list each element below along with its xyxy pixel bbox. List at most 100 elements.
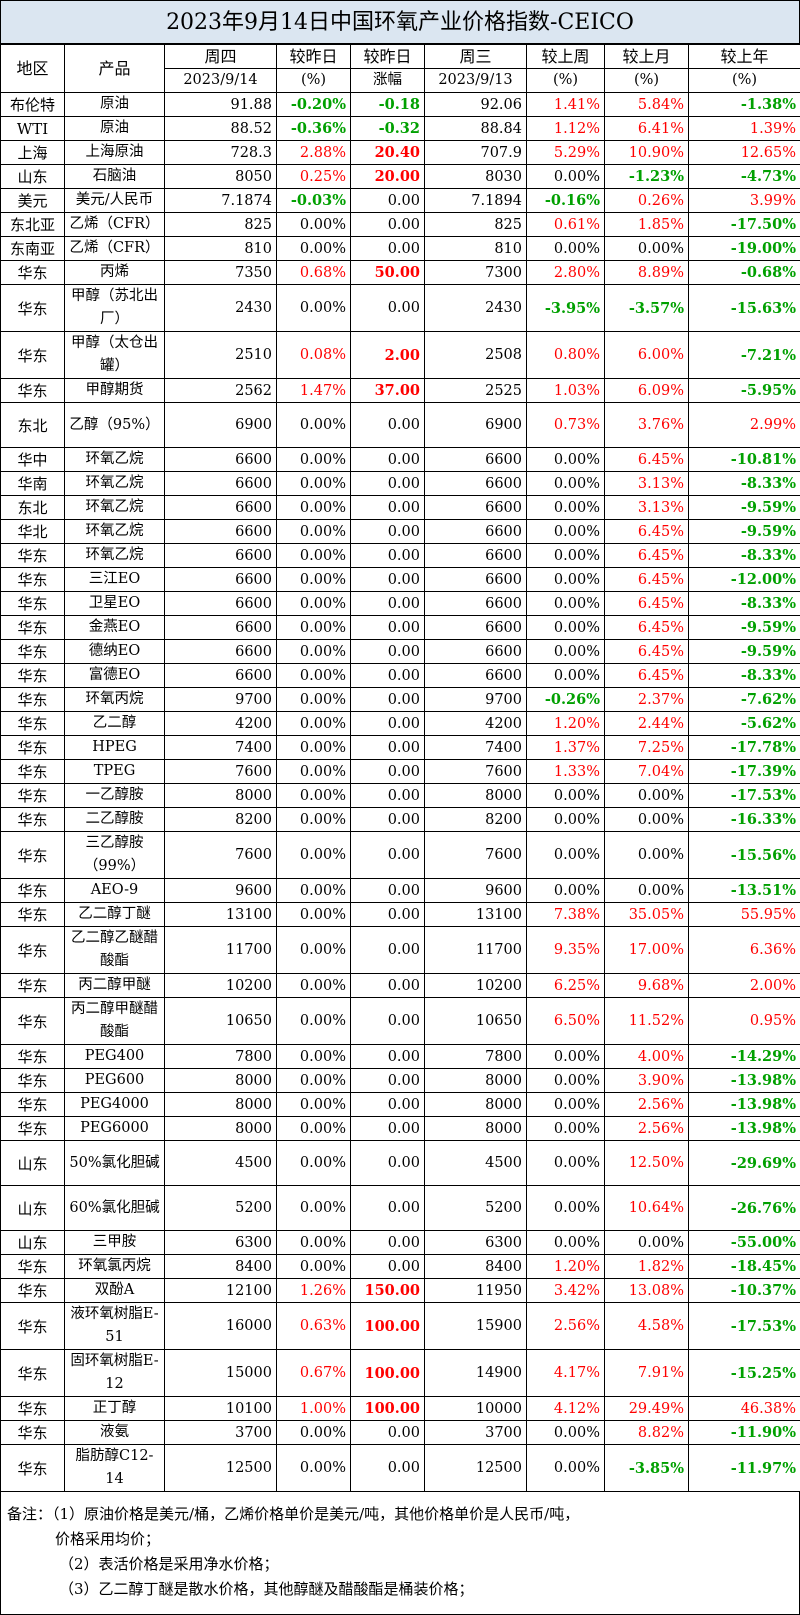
monthly-pct-cell: -1.23%	[605, 165, 689, 189]
monthly-pct-cell: 6.00%	[605, 332, 689, 379]
region-cell: 华东	[1, 544, 65, 568]
wednesday-price-cell: 2525	[425, 379, 527, 403]
daily-pct-cell: 0.25%	[277, 165, 351, 189]
wednesday-price-cell: 6600	[425, 472, 527, 496]
wednesday-price-cell: 825	[425, 213, 527, 237]
thursday-price-cell: 6600	[165, 496, 277, 520]
yearly-pct-cell: -8.33%	[689, 664, 800, 688]
monthly-pct-cell: 29.49%	[605, 1397, 689, 1421]
daily-pct-cell: 0.00%	[277, 927, 351, 974]
daily-amt-cell: 100.00	[351, 1350, 425, 1397]
region-cell: 华东	[1, 1255, 65, 1279]
region-cell: 华东	[1, 784, 65, 808]
daily-pct-cell: 0.00%	[277, 808, 351, 832]
monthly-pct-cell: 35.05%	[605, 903, 689, 927]
product-cell: 美元/人民币	[65, 189, 165, 213]
product-cell: 丙二醇甲醚	[65, 974, 165, 998]
product-cell: 环氧丙烷	[65, 688, 165, 712]
weekly-pct-cell: 0.00%	[527, 1045, 605, 1069]
yearly-pct-cell: -13.98%	[689, 1093, 800, 1117]
product-cell: 上海原油	[65, 141, 165, 165]
product-cell: 石脑油	[65, 165, 165, 189]
daily-pct-cell: 1.26%	[277, 1279, 351, 1303]
daily-amt-cell: 0.00	[351, 832, 425, 879]
monthly-pct-cell: 13.08%	[605, 1279, 689, 1303]
monthly-pct-cell: 6.45%	[605, 520, 689, 544]
wednesday-price-cell: 7800	[425, 1045, 527, 1069]
daily-amt-cell: 0.00	[351, 285, 425, 332]
region-cell: 华东	[1, 1117, 65, 1141]
weekly-pct-cell: 0.00%	[527, 496, 605, 520]
thursday-price-cell: 6600	[165, 592, 277, 616]
yearly-pct-cell: 46.38%	[689, 1397, 800, 1421]
daily-pct-cell: 0.00%	[277, 472, 351, 496]
monthly-pct-cell: 8.82%	[605, 1421, 689, 1445]
weekly-pct-cell: 0.00%	[527, 472, 605, 496]
daily-amt-cell: 0.00	[351, 403, 425, 448]
weekly-pct-cell: 6.50%	[527, 998, 605, 1045]
daily-amt-cell: 0.00	[351, 1093, 425, 1117]
wednesday-price-cell: 4200	[425, 712, 527, 736]
region-cell: 华东	[1, 808, 65, 832]
header-yearly-unit: (%)	[689, 69, 800, 93]
product-cell: 卫星EO	[65, 592, 165, 616]
yearly-pct-cell: -15.63%	[689, 285, 800, 332]
wednesday-price-cell: 810	[425, 237, 527, 261]
daily-amt-cell: 0.00	[351, 1045, 425, 1069]
weekly-pct-cell: 2.56%	[527, 1303, 605, 1350]
header-wednesday-date: 2023/9/13	[425, 69, 527, 93]
wednesday-price-cell: 10000	[425, 1397, 527, 1421]
weekly-pct-cell: 0.00%	[527, 784, 605, 808]
weekly-pct-cell: 0.00%	[527, 664, 605, 688]
product-cell: 甲醇（苏北出厂）	[65, 285, 165, 332]
daily-pct-cell: 0.00%	[277, 1045, 351, 1069]
weekly-pct-cell: 0.00%	[527, 1093, 605, 1117]
yearly-pct-cell: -17.53%	[689, 1303, 800, 1350]
product-cell: 三乙醇胺（99%）	[65, 832, 165, 879]
wednesday-price-cell: 12500	[425, 1445, 527, 1492]
yearly-pct-cell: 55.95%	[689, 903, 800, 927]
daily-pct-cell: 0.00%	[277, 1421, 351, 1445]
yearly-pct-cell: -26.76%	[689, 1186, 800, 1231]
daily-pct-cell: 0.00%	[277, 736, 351, 760]
wednesday-price-cell: 6600	[425, 520, 527, 544]
daily-pct-cell: 0.00%	[277, 1255, 351, 1279]
product-cell: 丙烯	[65, 261, 165, 285]
region-cell: 美元	[1, 189, 65, 213]
header-daily-pct: 较昨日	[277, 45, 351, 69]
thursday-price-cell: 8000	[165, 1093, 277, 1117]
wednesday-price-cell: 4500	[425, 1141, 527, 1186]
wednesday-price-cell: 8000	[425, 784, 527, 808]
thursday-price-cell: 4500	[165, 1141, 277, 1186]
weekly-pct-cell: -0.16%	[527, 189, 605, 213]
thursday-price-cell: 728.3	[165, 141, 277, 165]
monthly-pct-cell: 7.25%	[605, 736, 689, 760]
monthly-pct-cell: 6.45%	[605, 664, 689, 688]
daily-pct-cell: 0.00%	[277, 760, 351, 784]
daily-pct-cell: 0.00%	[277, 974, 351, 998]
region-cell: 华东	[1, 592, 65, 616]
wednesday-price-cell: 11700	[425, 927, 527, 974]
region-cell: 布伦特	[1, 93, 65, 117]
thursday-price-cell: 6600	[165, 640, 277, 664]
wednesday-price-cell: 10650	[425, 998, 527, 1045]
weekly-pct-cell: 2.80%	[527, 261, 605, 285]
region-cell: 华东	[1, 1069, 65, 1093]
yearly-pct-cell: -11.90%	[689, 1421, 800, 1445]
product-cell: PEG400	[65, 1045, 165, 1069]
